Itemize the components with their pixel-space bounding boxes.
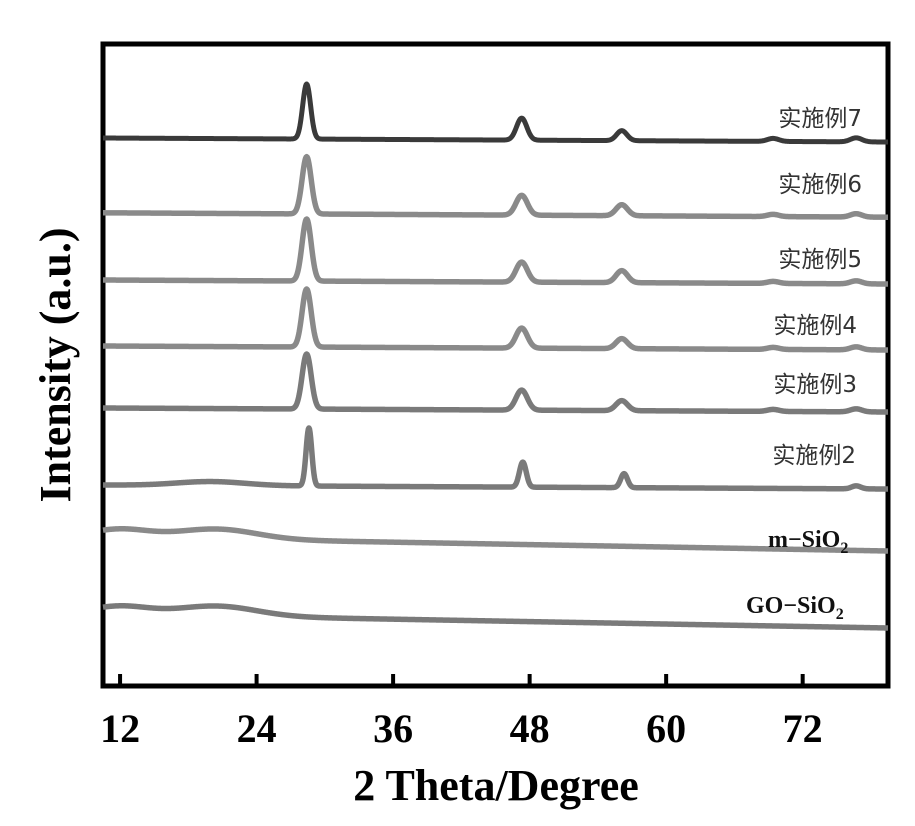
series-label-s6: m−SiO2	[768, 527, 848, 557]
plot-frame	[100, 41, 891, 689]
x-tick-label-12: 12	[100, 706, 140, 751]
x-axis-title: 2 Theta/Degree	[353, 761, 639, 810]
x-tick-label-72: 72	[783, 706, 823, 751]
series-line-4	[100, 351, 891, 415]
series-line-2	[100, 216, 891, 287]
x-ticks: 12 24 36 48 60 72	[100, 674, 823, 751]
series-label-s7-sub: 2	[836, 606, 844, 623]
series-label-s4: 实施例3	[773, 372, 857, 398]
series-line-6	[100, 526, 891, 554]
x-tick-label-48: 48	[510, 706, 550, 751]
series-line-5	[100, 425, 891, 492]
series-label-s2: 实施例5	[778, 247, 862, 273]
series-label-s3: 实施例4	[773, 313, 857, 339]
x-tick-label-36: 36	[373, 706, 413, 751]
series-line-3	[100, 286, 891, 353]
series-label-s6-main: m−SiO	[768, 527, 840, 553]
x-tick-label-24: 24	[237, 706, 277, 751]
y-axis-title: Intensity (a.u.)	[31, 227, 80, 502]
series-curves	[100, 81, 891, 631]
series-label-s7: GO−SiO2	[746, 593, 844, 623]
series-line-7	[100, 603, 891, 631]
series-label-s7-main: GO−SiO	[746, 593, 836, 619]
series-label-s1: 实施例6	[778, 172, 862, 198]
series-label-s0: 实施例7	[778, 106, 862, 132]
x-tick-label-60: 60	[646, 706, 686, 751]
series-label-s6-sub: 2	[840, 540, 848, 557]
series-line-1	[100, 153, 891, 220]
series-line-0	[101, 81, 890, 145]
series-label-s5: 实施例2	[772, 443, 856, 469]
